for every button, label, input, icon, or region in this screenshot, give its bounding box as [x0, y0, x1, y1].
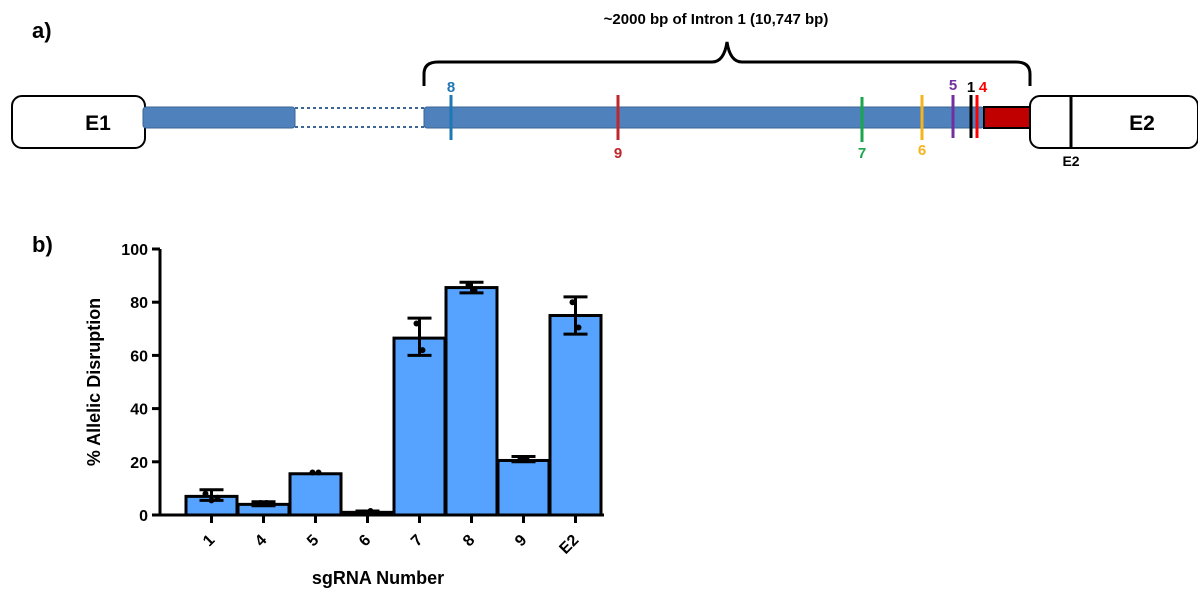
- x-tick-label: 5: [304, 532, 322, 550]
- exon2-label: E2: [1129, 112, 1155, 135]
- x-tick-label: 4: [252, 532, 270, 550]
- data-point: [465, 281, 472, 288]
- cut-site-5: 5: [949, 77, 957, 138]
- data-point: [315, 469, 322, 476]
- intron-segment-left: [142, 106, 296, 129]
- bar-8: [444, 286, 499, 517]
- bars: [184, 286, 603, 517]
- cut-site-6: 6: [918, 95, 926, 159]
- y-tick-label: 60: [130, 348, 148, 365]
- y-tick-label: 80: [130, 295, 148, 312]
- exon1-box: [11, 95, 146, 149]
- cut-site-1-label: 1: [967, 79, 975, 96]
- cut-site-4-label: 4: [979, 79, 988, 96]
- intron-segment-right: [423, 106, 985, 129]
- x-tick-label: 9: [512, 532, 530, 550]
- e2-cut-site-label: E2: [1062, 153, 1079, 169]
- data-point: [202, 490, 209, 497]
- data-point: [208, 497, 215, 504]
- cut-site-1: 1: [967, 79, 975, 138]
- y-axis: 0 20 40 60 80 100: [121, 242, 162, 525]
- intron-red-segment: [983, 106, 1031, 129]
- data-point: [413, 320, 420, 327]
- x-axis-title: sgRNA Number: [312, 568, 444, 588]
- data-points: [202, 281, 582, 516]
- x-tick-label: E2: [556, 532, 582, 558]
- panel-b-label: b): [32, 232, 53, 257]
- data-point: [523, 456, 530, 463]
- cut-site-6-label: 6: [918, 142, 926, 159]
- x-axis: 1 4 5 6 7 8 9 E2: [160, 513, 604, 558]
- y-tick-label: 100: [121, 242, 148, 259]
- data-point: [471, 287, 478, 294]
- bar-5: [288, 472, 343, 517]
- data-point: [214, 494, 221, 501]
- data-point: [309, 469, 316, 476]
- bar-E2: [548, 314, 603, 517]
- cut-site-8: 8: [447, 79, 455, 140]
- cut-site-9: 9: [614, 95, 622, 162]
- cut-site-7-label: 7: [858, 145, 866, 162]
- cut-site-9-label: 9: [614, 145, 622, 162]
- x-tick-label: 7: [408, 532, 426, 550]
- exon2-box: [1029, 95, 1198, 149]
- data-point: [367, 508, 374, 515]
- x-tick-label: 8: [460, 532, 478, 550]
- cut-site-4: 4: [975, 79, 988, 138]
- bar-7: [392, 336, 447, 517]
- cut-site-7: 7: [858, 97, 866, 162]
- bar-chart: 0 20 40 60 80 100 1 4 5 6 7 8 9 E2 % Allelic Disrupt…: [84, 242, 604, 588]
- data-point: [257, 500, 264, 507]
- cut-site-5-label: 5: [949, 77, 957, 94]
- y-tick-label: 40: [130, 402, 148, 419]
- y-tick-label: 0: [139, 508, 148, 525]
- intron-brace: [422, 41, 1032, 86]
- y-tick-label: 20: [130, 455, 148, 472]
- panel-a-label: a): [32, 18, 52, 43]
- y-axis-title: % Allelic Disruption: [84, 298, 104, 466]
- data-point: [575, 324, 582, 331]
- data-point: [569, 299, 576, 306]
- exon1-label: E1: [85, 112, 111, 135]
- x-tick-label: 1: [200, 532, 218, 550]
- data-point: [517, 456, 524, 463]
- data-point: [419, 347, 426, 354]
- bar-9: [496, 458, 551, 517]
- brace-title: ~2000 bp of Intron 1 (10,747 bp): [604, 11, 829, 28]
- x-tick-label: 6: [356, 532, 374, 550]
- data-point: [263, 500, 270, 507]
- cut-site-8-label: 8: [447, 79, 455, 96]
